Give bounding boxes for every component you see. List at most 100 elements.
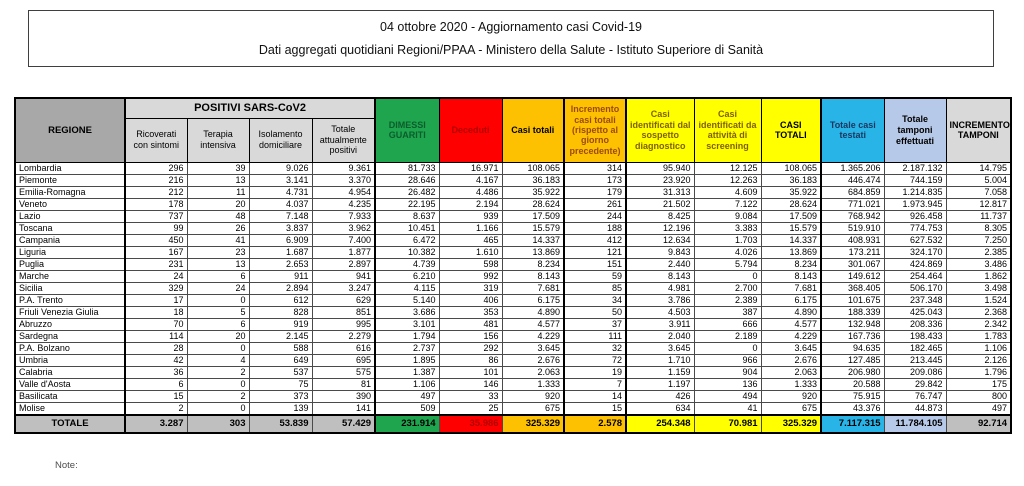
cell-isolamento-domiciliare: 1.687: [248, 245, 313, 259]
cell-deceduti: 4.486: [438, 185, 503, 199]
cell-totale-attualmente-positivi: 575: [311, 365, 377, 379]
column-header-deceduti: Deceduti: [438, 97, 503, 163]
totale-dimessi-guariti: 231.914: [374, 413, 440, 433]
cell-totale-attualmente-positivi: 695: [311, 353, 377, 367]
cell-totale-tamponi-effettuati: 29.842: [883, 377, 947, 391]
cell-dimessi-guariti: 22.195: [374, 197, 440, 211]
cell-totale-casi-testati: 301.067: [820, 257, 885, 271]
cell-totale-casi-testati: 167.736: [820, 329, 885, 343]
covid-report-table-wrap: REGIONE POSITIVI SARS-CoV2 DIMESSI GUARI…: [14, 97, 1013, 434]
cell-dimessi-guariti: 26.482: [374, 185, 440, 199]
table-header: REGIONE POSITIVI SARS-CoV2 DIMESSI GUARI…: [14, 97, 1012, 163]
cell-casi-totali: 920: [501, 389, 566, 403]
table-row: Sicilia 329 24 2.894 3.247 4.115 319 7.681 85 4.9…: [14, 281, 1012, 295]
cell-incremento-tamponi: 1.783: [945, 329, 1012, 343]
cell-casi-totali: 28.624: [501, 197, 566, 211]
cell-totale-tamponi-effettuati: 209.086: [883, 365, 947, 379]
cell-incremento-casi-totali: 72: [563, 353, 628, 367]
region-name: Piemonte: [14, 173, 126, 187]
cell-incremento-tamponi: 8.305: [945, 221, 1012, 235]
cell-casi-totali: 3.645: [501, 341, 566, 355]
cell-deceduti: 992: [438, 269, 503, 283]
column-header-terapia-intensiva: Terapia intensiva: [186, 117, 250, 163]
cell-incremento-tamponi: 175: [945, 377, 1012, 391]
cell-isolamento-domiciliare: 537: [248, 365, 313, 379]
table-row: Emilia-Romagna 212 11 4.731 4.954 26.482 4.486…: [14, 185, 1012, 199]
cell-casi-sospetto-diagnostico: 4.503: [625, 305, 695, 319]
cell-casi-totali: 6.175: [501, 293, 566, 307]
cell-totale-attualmente-positivi: 616: [311, 341, 377, 355]
cell-deceduti: 1.610: [438, 245, 503, 259]
cell-casi-sospetto-diagnostico: 21.502: [625, 197, 695, 211]
cell-casi-sospetto-diagnostico: 3.786: [625, 293, 695, 307]
cell-incremento-casi-totali: 32: [563, 341, 628, 355]
cell-deceduti: 146: [438, 377, 503, 391]
cell-dimessi-guariti: 4.115: [374, 281, 440, 295]
column-header-incremento-tamponi: INCREMENTO TAMPONI: [945, 97, 1012, 163]
table-row: Molise 2 0 139 141 509 25 675 15 634 41 675 43.376 44…: [14, 401, 1012, 415]
cell-incremento-tamponi: 11.737: [945, 209, 1012, 223]
cell-dimessi-guariti: 10.451: [374, 221, 440, 235]
cell-isolamento-domiciliare: 828: [248, 305, 313, 319]
cell-casi-screening: 666: [693, 317, 762, 331]
cell-totale-attualmente-positivi: 4.954: [311, 185, 377, 199]
cell-dimessi-guariti: 6.472: [374, 233, 440, 247]
cell-casi-totali-2: 36.183: [760, 173, 823, 187]
cell-casi-totali: 8.234: [501, 257, 566, 271]
cell-casi-totali-2: 2.063: [760, 365, 823, 379]
cell-totale-casi-testati: 101.675: [820, 293, 885, 307]
cell-incremento-casi-totali: 19: [563, 365, 628, 379]
cell-isolamento-domiciliare: 139: [248, 401, 313, 415]
cell-ricoverati-con-sintomi: 36: [124, 365, 188, 379]
cell-deceduti: 86: [438, 353, 503, 367]
cell-totale-casi-testati: 446.474: [820, 173, 885, 187]
cell-casi-totali: 14.337: [501, 233, 566, 247]
cell-casi-totali: 4.890: [501, 305, 566, 319]
cell-casi-sospetto-diagnostico: 1.159: [625, 365, 695, 379]
cell-casi-screening: 966: [693, 353, 762, 367]
table-row: Valle d'Aosta 6 0 75 81 1.106 146 1.333 7 1.197 13…: [14, 377, 1012, 391]
region-name: Friuli Venezia Giulia: [14, 305, 126, 319]
region-name: Campania: [14, 233, 126, 247]
cell-totale-casi-testati: 127.485: [820, 353, 885, 367]
cell-casi-sospetto-diagnostico: 3.645: [625, 341, 695, 355]
cell-casi-totali: 7.681: [501, 281, 566, 295]
cell-casi-totali: 35.922: [501, 185, 566, 199]
cell-dimessi-guariti: 1.794: [374, 329, 440, 343]
region-name: Molise: [14, 401, 126, 415]
region-name: Basilicata: [14, 389, 126, 403]
cell-incremento-tamponi: 3.486: [945, 257, 1012, 271]
cell-isolamento-domiciliare: 612: [248, 293, 313, 307]
cell-totale-tamponi-effettuati: 2.187.132: [883, 161, 947, 175]
cell-terapia-intensiva: 39: [186, 161, 250, 175]
cell-totale-attualmente-positivi: 141: [311, 401, 377, 415]
cell-incremento-tamponi: 1.862: [945, 269, 1012, 283]
column-header-ricoverati: Ricoverati con sintomi: [124, 117, 188, 163]
cell-ricoverati-con-sintomi: 231: [124, 257, 188, 271]
cell-terapia-intensiva: 48: [186, 209, 250, 223]
totale-casi-sospetto-diagnostico: 254.348: [625, 413, 695, 433]
cell-totale-tamponi-effettuati: 1.973.945: [883, 197, 947, 211]
cell-dimessi-guariti: 3.101: [374, 317, 440, 331]
totale-casi-totali-2: 325.329: [760, 413, 823, 433]
cell-dimessi-guariti: 8.637: [374, 209, 440, 223]
cell-isolamento-domiciliare: 373: [248, 389, 313, 403]
cell-totale-attualmente-positivi: 995: [311, 317, 377, 331]
cell-totale-tamponi-effettuati: 506.170: [883, 281, 947, 295]
cell-casi-totali-2: 28.624: [760, 197, 823, 211]
totale-incremento-casi-totali: 2.578: [563, 413, 628, 433]
cell-incremento-tamponi: 497: [945, 401, 1012, 415]
cell-terapia-intensiva: 13: [186, 173, 250, 187]
report-subtitle: Dati aggregati quotidiani Regioni/PPAA -…: [258, 43, 764, 57]
cell-totale-casi-testati: 43.376: [820, 401, 885, 415]
cell-dimessi-guariti: 1.106: [374, 377, 440, 391]
cell-casi-sospetto-diagnostico: 634: [625, 401, 695, 415]
cell-deceduti: 319: [438, 281, 503, 295]
cell-deceduti: 598: [438, 257, 503, 271]
totale-totale-casi-testati: 7.117.315: [820, 413, 885, 433]
cell-incremento-casi-totali: 85: [563, 281, 628, 295]
cell-casi-totali-2: 675: [760, 401, 823, 415]
cell-casi-sospetto-diagnostico: 4.981: [625, 281, 695, 295]
cell-ricoverati-con-sintomi: 6: [124, 377, 188, 391]
cell-totale-attualmente-positivi: 851: [311, 305, 377, 319]
